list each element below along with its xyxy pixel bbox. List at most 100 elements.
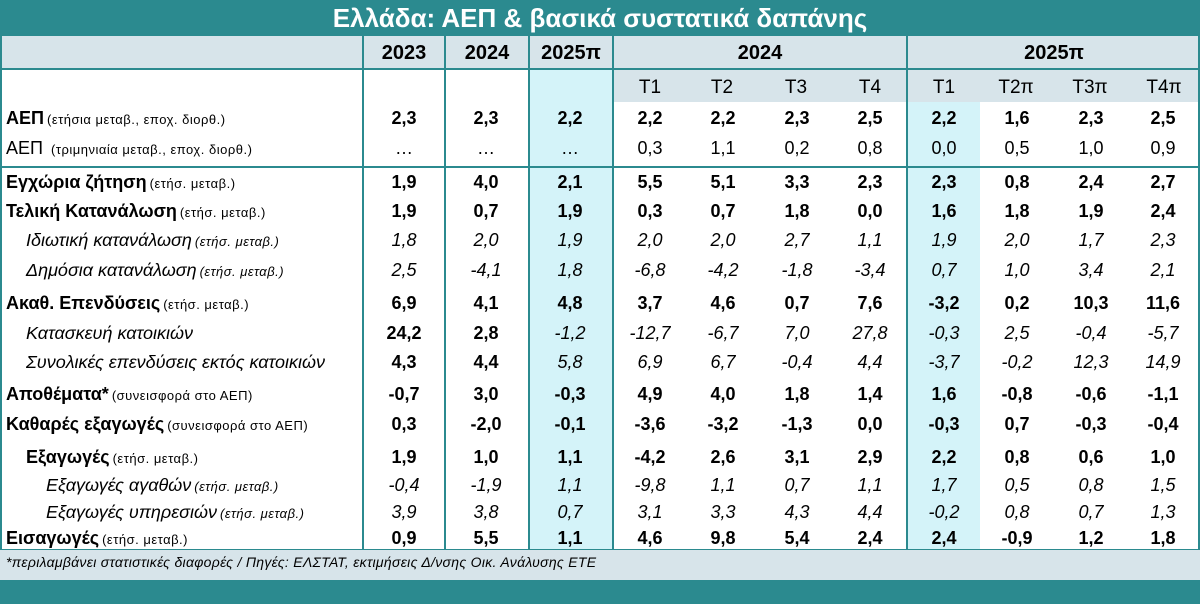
value-cell: 3,1 (784, 447, 810, 467)
table-row: Τελική Κατανάλωση (ετήσ. μεταβ.) 1,9 0,7 1,9… (0, 201, 1200, 227)
value-cell: 4,6 (637, 528, 663, 548)
value-cell: 4,4 (857, 502, 883, 522)
value-cell: … (477, 138, 495, 158)
value-cell: 1,2 (1078, 528, 1104, 548)
row-label-text: Δημόσια κατανάλωση (26, 260, 197, 280)
header-rule (0, 68, 1200, 70)
value-cell: 2,2 (710, 108, 736, 128)
value-cell: 10,3 (1073, 293, 1109, 313)
table-row: Εξαγωγές (ετήσ. μεταβ.) 1,9 1,0 1,1 -4,2 2,6 3,… (0, 447, 1200, 473)
value-cell: -0,4 (781, 352, 813, 372)
value-cell: 2,0 (1004, 230, 1030, 250)
value-cell: 5,5 (637, 172, 663, 192)
table-title: Ελλάδα: ΑΕΠ & βασικά συστατικά δαπάνης (0, 0, 1200, 36)
value-cell: 0,9 (391, 528, 417, 548)
value-cell: 4,4 (857, 352, 883, 372)
value-cell: 1,3 (1150, 502, 1176, 522)
value-cell: 4,8 (557, 293, 583, 313)
value-cell: 12,3 (1073, 352, 1109, 372)
value-cell: 2,0 (710, 230, 736, 250)
row-label: Τελική Κατανάλωση (ετήσ. μεταβ.) (6, 201, 266, 222)
row-label-text: Συνολικές επενδύσεις εκτός κατοικιών (26, 352, 325, 372)
value-cell: -3,2 (707, 414, 739, 434)
value-cell: 1,7 (931, 475, 957, 495)
value-cell: 1,1 (710, 138, 736, 158)
value-cell: 3,4 (1078, 260, 1104, 280)
value-cell: -1,3 (781, 414, 813, 434)
value-cell: -1,1 (1147, 384, 1179, 404)
row-unit: (ετήσια μεταβ., εποχ. διορθ.) (47, 112, 226, 127)
value-cell: 0,0 (931, 138, 957, 158)
value-cell: 0,2 (1004, 293, 1030, 313)
row-label: Εξαγωγές αγαθών (ετήσ. μεταβ.) (46, 475, 279, 496)
value-cell: 1,8 (1150, 528, 1176, 548)
divider-2025 (612, 36, 614, 550)
value-cell: 4,0 (710, 384, 736, 404)
value-cell: -1,9 (470, 475, 502, 495)
divider-quarters (906, 36, 908, 550)
value-cell: 3,1 (637, 502, 663, 522)
row-unit: (ετήσ. μεταβ.) (163, 297, 250, 312)
value-cell: 0,9 (1150, 138, 1176, 158)
row-label: Ακαθ. Επενδύσεις (ετήσ. μεταβ.) (6, 293, 249, 314)
row-label-text: Εγχώρια ζήτηση (6, 172, 147, 192)
value-cell: 1,1 (710, 475, 736, 495)
value-cell: 1,9 (391, 447, 417, 467)
quarter-header: T1 (932, 77, 956, 98)
value-cell: 5,5 (473, 528, 499, 548)
value-cell: -4,1 (470, 260, 502, 280)
value-cell: 14,9 (1145, 352, 1181, 372)
value-cell: -0,3 (554, 384, 586, 404)
value-cell: 0,8 (1004, 172, 1030, 192)
value-cell: 1,8 (557, 260, 583, 280)
value-cell: 0,0 (857, 414, 883, 434)
value-cell: -0,3 (928, 323, 960, 343)
value-cell: 1,0 (473, 447, 499, 467)
value-cell: 4,0 (473, 172, 499, 192)
value-cell: 0,2 (784, 138, 810, 158)
value-cell: 24,2 (386, 323, 422, 343)
row-label-text: Εξαγωγές υπηρεσιών (46, 502, 217, 522)
value-cell: 1,8 (1004, 201, 1030, 221)
row-label: Ιδιωτική κατανάλωση (ετήσ. μεταβ.) (26, 230, 279, 251)
footnote: *περιλαμβάνει στατιστικές διαφορές / Πηγ… (6, 554, 597, 570)
value-cell: 0,7 (931, 260, 957, 280)
table-row: Ακαθ. Επενδύσεις (ετήσ. μεταβ.) 6,9 4,1 4,8 3… (0, 293, 1200, 319)
quarter-header: T1 (638, 77, 662, 98)
row-label-text: ΑΕΠ (6, 108, 45, 128)
row-label-text: Εξαγωγές (26, 447, 110, 467)
value-cell: -1,2 (554, 323, 586, 343)
value-cell: -4,2 (707, 260, 739, 280)
value-cell: 3,3 (710, 502, 736, 522)
row-label-text: Ιδιωτική κατανάλωση (26, 230, 192, 250)
value-cell: 2,2 (557, 108, 583, 128)
row-label-text: Εισαγωγές (6, 528, 100, 548)
row-unit: (ετήσ. μεταβ.) (102, 532, 189, 547)
value-cell: 1,9 (557, 230, 583, 250)
quarter-header: T2π (998, 77, 1034, 98)
value-cell: 2,3 (473, 108, 499, 128)
table-row: Κατασκευή κατοικιών 24,2 2,8 -1,2 -12,7 -6,7 7… (0, 323, 1200, 349)
row-unit: (τριμηνιαία μεταβ., εποχ. διορθ.) (51, 142, 253, 157)
value-cell: 1,6 (1004, 108, 1030, 128)
row-label: Συνολικές επενδύσεις εκτός κατοικιών (26, 352, 325, 373)
quarter-header: T2 (710, 77, 734, 98)
year-header-2025: 2025π (541, 42, 601, 64)
value-cell: 2,3 (784, 108, 810, 128)
value-cell: -3,6 (634, 414, 666, 434)
value-cell: 0,3 (637, 138, 663, 158)
value-cell: 1,9 (391, 172, 417, 192)
value-cell: -12,7 (629, 323, 671, 343)
value-cell: -5,7 (1147, 323, 1179, 343)
row-label-text: Αποθέματα* (6, 384, 109, 404)
value-cell: 1,5 (1150, 475, 1176, 495)
value-cell: 1,7 (1078, 230, 1104, 250)
q1-2025-highlight (908, 70, 980, 550)
value-cell: -9,8 (634, 475, 666, 495)
value-cell: 6,7 (710, 352, 736, 372)
quarter-header: T4π (1146, 77, 1182, 98)
value-cell: -0,7 (388, 384, 420, 404)
value-cell: -0,4 (388, 475, 420, 495)
divider-labels (362, 36, 364, 550)
